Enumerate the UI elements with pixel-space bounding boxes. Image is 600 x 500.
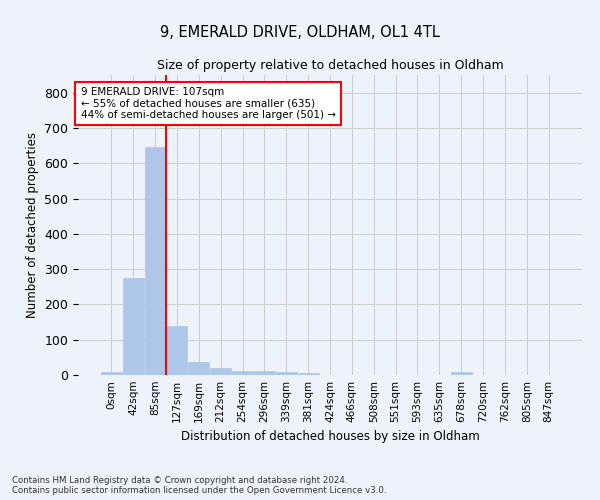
Bar	[254, 372, 275, 375]
Bar	[101, 372, 122, 375]
Bar	[451, 372, 472, 375]
Text: Contains HM Land Registry data © Crown copyright and database right 2024.
Contai: Contains HM Land Registry data © Crown c…	[12, 476, 386, 495]
Bar	[123, 278, 143, 375]
Bar	[145, 148, 166, 375]
Bar	[167, 326, 187, 375]
Bar	[188, 362, 209, 375]
Bar	[210, 368, 231, 375]
Y-axis label: Number of detached properties: Number of detached properties	[26, 132, 39, 318]
X-axis label: Distribution of detached houses by size in Oldham: Distribution of detached houses by size …	[181, 430, 479, 444]
Bar	[232, 371, 253, 375]
Title: Size of property relative to detached houses in Oldham: Size of property relative to detached ho…	[157, 60, 503, 72]
Text: 9 EMERALD DRIVE: 107sqm
← 55% of detached houses are smaller (635)
44% of semi-d: 9 EMERALD DRIVE: 107sqm ← 55% of detache…	[80, 87, 335, 120]
Bar	[276, 372, 296, 375]
Bar	[298, 373, 319, 375]
Text: 9, EMERALD DRIVE, OLDHAM, OL1 4TL: 9, EMERALD DRIVE, OLDHAM, OL1 4TL	[160, 25, 440, 40]
